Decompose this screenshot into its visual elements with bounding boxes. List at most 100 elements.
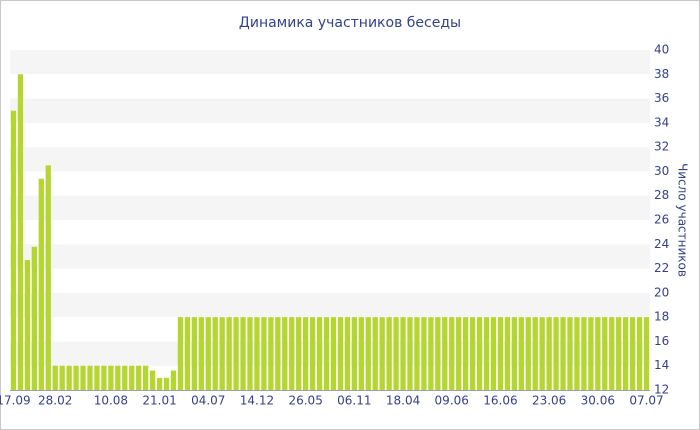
y-tick-label: 26 <box>654 213 669 227</box>
bar <box>574 317 580 390</box>
bar <box>205 317 211 390</box>
bar <box>261 317 267 390</box>
bar <box>497 317 504 390</box>
bar <box>407 317 413 390</box>
bar <box>316 317 323 390</box>
x-tick-label: 28.02 <box>38 394 72 408</box>
y-axis-title: Число участников <box>676 163 690 277</box>
bar <box>595 317 601 390</box>
bar <box>282 317 288 390</box>
bar <box>623 317 629 390</box>
bar <box>219 317 225 390</box>
bar <box>539 317 545 390</box>
grid-band <box>10 195 650 220</box>
grid-band <box>10 98 650 123</box>
y-tick-label: 14 <box>654 358 669 372</box>
x-tick-label: 21.01 <box>142 394 176 408</box>
grid-band <box>10 147 650 172</box>
bar <box>546 317 552 390</box>
y-tick-label: 34 <box>654 115 669 129</box>
bar <box>31 246 37 390</box>
bar <box>289 317 295 390</box>
bar <box>421 317 427 390</box>
y-tick-label: 32 <box>654 140 669 154</box>
bar <box>379 317 385 390</box>
bar <box>296 317 302 390</box>
x-tick-label: 23.06 <box>532 394 566 408</box>
x-tick-label: 04.07 <box>191 394 225 408</box>
bar <box>122 365 128 390</box>
bar <box>442 317 448 390</box>
bar <box>393 317 399 390</box>
bar <box>351 317 357 390</box>
y-tick-label: 22 <box>654 261 669 275</box>
bar <box>226 317 232 390</box>
bar <box>629 317 636 390</box>
bar <box>115 365 121 390</box>
bar <box>476 317 483 390</box>
bar <box>149 370 156 390</box>
bar <box>532 317 538 390</box>
bar <box>456 317 462 390</box>
bar <box>191 317 197 390</box>
bar <box>490 317 497 390</box>
bar <box>156 377 163 390</box>
bar <box>323 317 330 390</box>
y-tick-label: 40 <box>654 43 669 57</box>
bar <box>275 317 281 390</box>
bar <box>80 365 86 390</box>
y-tick-label: 24 <box>654 237 669 251</box>
bar <box>240 317 246 390</box>
x-tick-label: 18.04 <box>386 394 420 408</box>
bar <box>233 317 239 390</box>
bar <box>66 365 72 390</box>
bar <box>400 317 406 390</box>
bar <box>358 317 364 390</box>
bar <box>344 317 351 390</box>
bar <box>247 317 253 390</box>
bar <box>170 370 177 390</box>
x-tick-label: 16.06 <box>483 394 517 408</box>
x-tick-label: 09.06 <box>435 394 469 408</box>
y-tick-label: 18 <box>654 310 669 324</box>
x-tick-label: 07.07 <box>629 394 663 408</box>
bar <box>588 317 594 390</box>
bar <box>609 317 615 390</box>
bar <box>268 317 274 390</box>
bar <box>553 317 559 390</box>
bar <box>254 317 260 390</box>
bar <box>184 317 191 390</box>
x-tick-label: 10.08 <box>94 394 128 408</box>
bar <box>101 365 107 390</box>
bar <box>525 317 531 390</box>
bar <box>94 365 100 390</box>
bar <box>87 365 93 390</box>
bar <box>449 317 455 390</box>
y-tick-label: 16 <box>654 334 669 348</box>
bar <box>108 365 114 390</box>
bar <box>129 365 135 390</box>
bar <box>483 317 490 390</box>
y-tick-label: 28 <box>654 188 669 202</box>
bar <box>616 317 622 390</box>
grid-band <box>10 292 650 318</box>
y-tick-label: 36 <box>654 91 669 105</box>
y-tick-label: 38 <box>654 67 669 81</box>
bar <box>136 365 142 390</box>
bar <box>602 317 608 390</box>
bar <box>435 317 441 390</box>
grid-band <box>10 244 650 269</box>
bar <box>636 317 643 390</box>
bar <box>17 74 24 391</box>
grid-band <box>10 50 650 75</box>
bar <box>198 317 204 390</box>
bar <box>581 317 587 390</box>
bar <box>372 317 378 390</box>
bar <box>212 317 218 390</box>
bar <box>24 260 31 390</box>
bar <box>330 317 337 390</box>
bar <box>337 317 344 390</box>
x-tick-label: 17.09 <box>0 394 31 408</box>
x-tick-label: 26.05 <box>288 394 322 408</box>
